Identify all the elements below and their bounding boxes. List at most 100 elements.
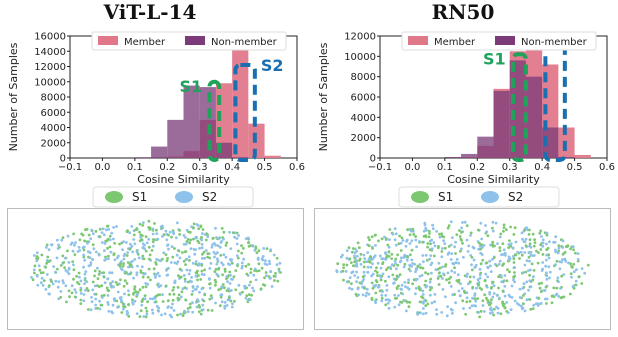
s2-point [235, 254, 239, 258]
s2-point [225, 275, 229, 278]
s2-point [169, 261, 173, 264]
s2-point [261, 255, 265, 258]
s2-point [256, 256, 260, 260]
s1-point [513, 271, 516, 274]
non-member-bar [493, 90, 510, 158]
s2-point [194, 248, 197, 252]
s2-point [82, 265, 85, 269]
s1-point [518, 257, 521, 260]
s2-point [83, 276, 87, 280]
s1-point [376, 274, 379, 277]
s1-point [387, 255, 391, 258]
x-tick-label: 0.4 [534, 162, 550, 173]
s1-point [396, 263, 400, 267]
s1-point [555, 286, 559, 290]
s1-point [225, 241, 229, 245]
s1-point [80, 232, 83, 236]
s2-point [503, 274, 507, 277]
x-tick-label: 0.5 [567, 162, 583, 173]
s2-point [362, 253, 366, 257]
s2-point [527, 288, 530, 292]
s2-point [525, 259, 529, 263]
s2-point [544, 264, 548, 268]
s1-point [544, 285, 548, 289]
s1-point [59, 264, 63, 267]
s2-point [393, 227, 397, 231]
s2-point [491, 229, 495, 233]
s2-point [86, 250, 90, 253]
s2-point [204, 249, 208, 252]
s2-point [161, 293, 164, 296]
s2-point [141, 242, 145, 246]
s1-point [410, 248, 414, 252]
s1-point [390, 257, 394, 260]
s2-point [162, 251, 166, 255]
s1-point [498, 249, 502, 253]
s1-point [188, 241, 192, 245]
s1-point [206, 308, 210, 312]
s2-point [216, 259, 220, 263]
s1-point [245, 272, 249, 276]
s1-point [112, 253, 116, 257]
s2-point [62, 281, 65, 285]
s2-point [277, 270, 281, 273]
s2-point [450, 252, 454, 256]
s1-point [47, 284, 51, 288]
s2-point [494, 221, 498, 225]
s1-point [40, 253, 44, 257]
s2-point [414, 292, 417, 296]
s2-point [435, 308, 438, 311]
s2-point [269, 248, 273, 252]
s1-point [192, 222, 196, 226]
s1-point [411, 282, 415, 286]
s2-point [486, 265, 490, 269]
s1-point [223, 267, 227, 271]
s1-point [113, 241, 116, 245]
y-tick-label: 14000 [34, 47, 66, 58]
s2-point [272, 253, 276, 257]
s2-point [497, 262, 501, 266]
s2-point [371, 272, 375, 276]
s1-point [247, 241, 250, 245]
s1-point [574, 251, 577, 255]
s2-point [406, 286, 409, 290]
s1-point [219, 295, 223, 299]
s2-point [521, 306, 525, 310]
s2-point [350, 271, 354, 275]
s1-point [370, 298, 374, 301]
s2-point [355, 254, 359, 258]
s2-point [98, 307, 102, 311]
s2-point [187, 255, 191, 259]
s2-point [471, 296, 474, 300]
s2-point [70, 284, 74, 288]
s1-point [132, 233, 136, 237]
s2-point [445, 314, 449, 318]
s2-point [228, 230, 232, 234]
s1-point [487, 300, 491, 304]
s2-point [144, 282, 148, 285]
s1-point [468, 275, 472, 279]
s2-point [570, 275, 573, 279]
s2-point [208, 286, 212, 290]
y-axis-label: Number of Samples [7, 42, 20, 151]
s2-point [194, 274, 198, 278]
s1-point [491, 226, 494, 230]
s2-point [381, 272, 385, 276]
s1-point [72, 232, 75, 236]
s1-point [127, 293, 131, 297]
s2-point [554, 263, 557, 267]
s1-point [87, 233, 91, 237]
s2-point [222, 253, 226, 257]
s1-point [197, 310, 201, 314]
s1-point [390, 252, 394, 256]
s1-point [564, 245, 568, 248]
s2-point [479, 221, 483, 225]
s2-point [66, 270, 69, 274]
s1-point [250, 293, 254, 297]
s2-point [183, 280, 187, 283]
s2-point [173, 281, 177, 285]
s2-point [107, 257, 110, 261]
s2-point [446, 271, 450, 275]
s1-point [535, 249, 538, 253]
s2-point [136, 251, 139, 255]
